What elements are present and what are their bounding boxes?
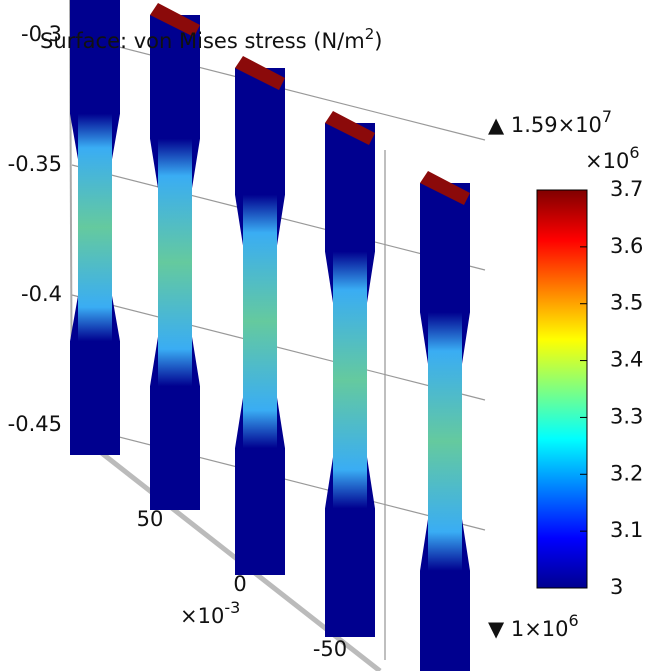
y-tick-label: 0 [233, 572, 246, 596]
colorbar-multiplier: ×106 [585, 143, 640, 174]
colorbar-tick-label: 3.5 [610, 291, 643, 315]
specimens [70, 0, 470, 671]
specimen-gauge [78, 113, 112, 342]
specimen-gauge [243, 194, 277, 449]
specimen-cap [235, 56, 285, 90]
colorbar-tick-label: 3.1 [610, 518, 643, 542]
colorbar [536, 189, 588, 589]
colorbar-tick-label: 3.4 [610, 348, 643, 372]
z-tick-label: -0.4 [21, 282, 62, 306]
plot-title: Surface: von Mises stress (N/m2) [40, 25, 382, 54]
y-tick-label: 50 [137, 507, 164, 531]
grid-line [71, 294, 486, 401]
specimen-gauge [428, 312, 462, 571]
max-label: ▲ 1.59×107 [488, 107, 612, 138]
y-tick-label: -50 [313, 637, 347, 661]
specimen-cap [325, 111, 375, 145]
colorbar-tick-label: 3.7 [610, 177, 643, 201]
specimen-gauge [333, 251, 367, 509]
specimen-cap [420, 171, 470, 205]
y-multiplier: ×10-3 [180, 598, 240, 629]
specimen-cap [150, 3, 200, 37]
z-tick-label: -0.3 [21, 22, 62, 46]
colorbar-tick-label: 3.6 [610, 234, 643, 258]
specimen-gauge [158, 138, 192, 387]
z-tick-label: -0.45 [8, 412, 62, 436]
colorbar-tick-label: 3.3 [610, 404, 643, 428]
min-label: ▼ 1×106 [488, 611, 579, 642]
colorbar-tick-label: 3.2 [610, 461, 643, 485]
z-tick-label: -0.35 [8, 152, 62, 176]
colorbar-tick-label: 3 [610, 575, 623, 599]
